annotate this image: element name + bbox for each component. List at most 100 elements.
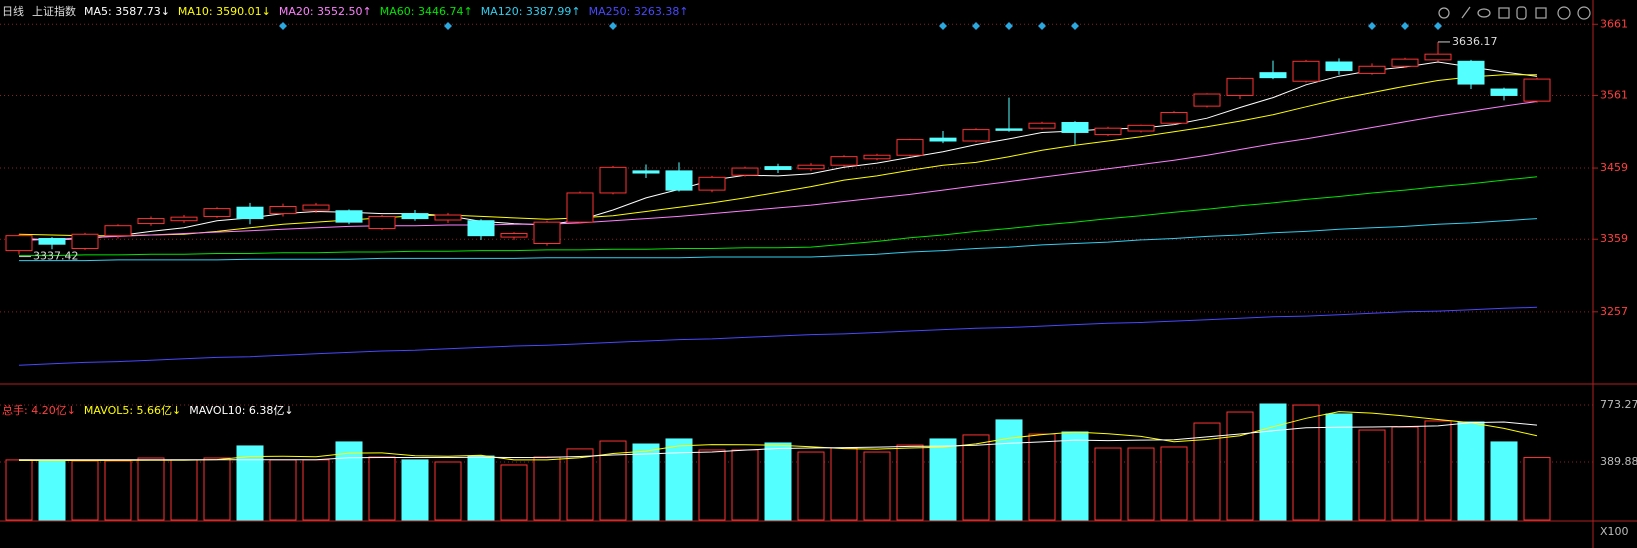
tool-icon[interactable] xyxy=(1516,6,1527,20)
volume-bar xyxy=(1523,457,1551,521)
volume-bar xyxy=(5,459,33,521)
volume-bar xyxy=(368,456,396,521)
candle-body xyxy=(236,206,264,220)
candle-body xyxy=(368,215,396,230)
ma-line xyxy=(19,176,1538,257)
volume-bar xyxy=(302,459,330,521)
toolbar xyxy=(1438,6,1591,20)
volume-bar xyxy=(896,444,924,521)
volume-bar xyxy=(1424,420,1452,521)
volume-bar xyxy=(962,434,990,521)
tool-icon[interactable] xyxy=(1498,7,1510,19)
tool-icon[interactable] xyxy=(1557,6,1571,20)
ma-line xyxy=(18,74,1537,237)
volume-bar xyxy=(1358,429,1386,521)
candle-body xyxy=(104,225,132,237)
candle-body xyxy=(533,221,561,244)
tool-icon[interactable] xyxy=(1477,8,1491,18)
volume-bar xyxy=(137,457,165,521)
candle-body xyxy=(1457,60,1485,85)
legend-entry: MAVOL5: 5.66亿↓ xyxy=(84,404,181,417)
tool-icon[interactable] xyxy=(1535,7,1547,19)
candle-body xyxy=(71,233,99,249)
event-marker xyxy=(1368,22,1376,30)
legend-entry: MA20: 3552.50↑ xyxy=(279,5,372,18)
candle-body xyxy=(731,167,759,176)
volume-bar xyxy=(632,443,660,521)
candle-body xyxy=(566,192,594,223)
volume-bar xyxy=(566,448,594,521)
candle-body xyxy=(170,216,198,222)
volume-bar xyxy=(764,442,792,521)
candle-body xyxy=(335,210,363,223)
candle-body xyxy=(1292,60,1320,82)
tool-icon[interactable] xyxy=(1438,7,1450,19)
candle-body xyxy=(599,166,627,194)
volume-header: 总手: 4.20亿↓ xyxy=(2,403,76,417)
volume-bar xyxy=(434,461,462,521)
candle-body xyxy=(5,235,33,252)
candle-body xyxy=(1391,58,1419,67)
legend-entry: MAVOL10: 6.38亿↓ xyxy=(189,404,293,417)
volume-bar xyxy=(1457,421,1485,521)
volume-bar xyxy=(170,459,198,521)
event-marker xyxy=(1434,22,1442,30)
low-label: 3337.42 xyxy=(33,250,79,263)
volume-bar xyxy=(698,449,726,521)
candle-body xyxy=(896,139,924,156)
event-marker xyxy=(1071,22,1079,30)
tool-icon[interactable] xyxy=(1577,6,1591,20)
y-tick-label: 3661 xyxy=(1600,17,1628,30)
candle-body xyxy=(929,137,957,142)
y-tick-label: 773.27 xyxy=(1600,398,1637,411)
candle-body xyxy=(434,214,462,221)
candle-body xyxy=(797,164,825,170)
volume-bar xyxy=(1061,431,1089,521)
volume-bar xyxy=(467,455,495,521)
candle-body xyxy=(665,170,693,191)
candle-body xyxy=(137,218,165,225)
candle-body xyxy=(995,128,1023,131)
candle-body xyxy=(698,176,726,191)
volume-bar xyxy=(335,441,363,521)
high-label: 3636.17 xyxy=(1452,35,1498,48)
legend-entry: MA5: 3587.73↓ xyxy=(84,5,170,18)
y-tick-label: 3459 xyxy=(1600,161,1628,174)
volume-bar xyxy=(797,451,825,521)
volume-bar xyxy=(1391,426,1419,521)
volume-bar xyxy=(38,460,66,521)
candle-body xyxy=(1424,53,1452,61)
volume-bar xyxy=(236,445,264,521)
period-label: 日线 xyxy=(2,4,24,18)
candle-body xyxy=(38,238,66,245)
event-marker xyxy=(279,22,287,30)
volume-bar xyxy=(71,460,99,521)
volume-bar xyxy=(269,459,297,521)
volume-bar xyxy=(1127,447,1155,521)
chart-title: 上证指数 xyxy=(32,4,76,18)
y-tick-label: 3359 xyxy=(1600,232,1628,245)
candle-body xyxy=(269,205,297,215)
candle-body xyxy=(830,156,858,166)
candle-body xyxy=(1127,124,1155,132)
candle-body xyxy=(1325,61,1353,72)
legend-entry: MA10: 3590.01↓ xyxy=(178,5,271,18)
y-tick-label: 3257 xyxy=(1600,305,1628,318)
ma-line xyxy=(18,306,1538,366)
volume-bar xyxy=(929,438,957,521)
candle-body xyxy=(1226,77,1254,96)
volume-bar xyxy=(995,419,1023,521)
tool-icon[interactable] xyxy=(1461,6,1471,19)
volume-bar xyxy=(203,457,231,521)
candle-body xyxy=(764,166,792,170)
event-marker xyxy=(609,22,617,30)
ma-line xyxy=(19,218,1538,262)
legend-entry: MA60: 3446.74↑ xyxy=(380,5,473,18)
candle-body xyxy=(1061,121,1089,133)
candle-body xyxy=(1523,78,1551,102)
event-marker xyxy=(1005,22,1013,30)
volume-bar xyxy=(830,447,858,521)
candle-body xyxy=(500,233,528,238)
volume-bar xyxy=(731,449,759,521)
